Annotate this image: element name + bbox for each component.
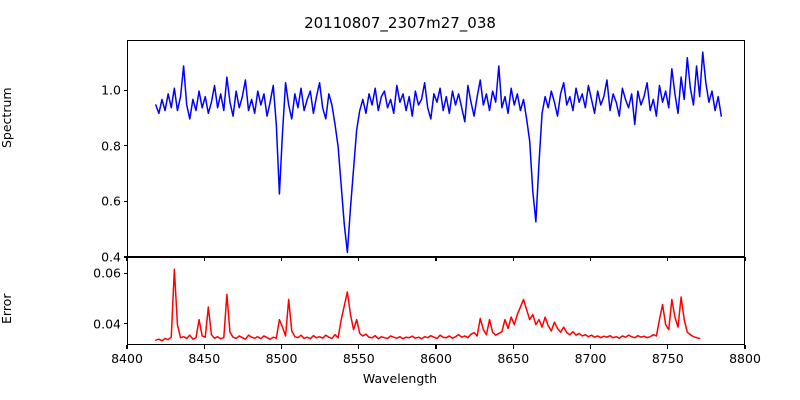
y-tick-label-spectrum: 1.0 (101, 82, 121, 98)
x-tick-label: 8550 (342, 351, 375, 366)
spectrum-plot-area (127, 40, 745, 257)
y-tick-mark-spectrum (123, 145, 127, 147)
y-tick-label-spectrum: 0.8 (101, 138, 121, 154)
x-tick-label: 8750 (651, 351, 684, 366)
x-tick-mark-spectrum (667, 257, 669, 261)
x-tick-mark-spectrum (512, 257, 514, 261)
x-tick-label: 8500 (265, 351, 298, 366)
x-tick-mark (667, 345, 669, 349)
x-tick-mark-spectrum (280, 257, 283, 261)
y-axis-label-spectrum: Spectrum (0, 87, 14, 148)
x-axis-label-wavelength: Wavelength (362, 371, 438, 386)
spectrum-line-series (155, 51, 723, 254)
x-tick-label: 8450 (188, 351, 221, 366)
x-tick-mark-spectrum (744, 257, 746, 261)
x-tick-mark-spectrum (126, 257, 128, 261)
y-tick-mark-error (123, 272, 127, 274)
y-tick-label-spectrum: 0.6 (101, 193, 121, 209)
x-tick-mark (126, 345, 128, 349)
y-tick-mark-spectrum (123, 89, 127, 91)
x-tick-mark-spectrum (203, 257, 205, 261)
x-tick-label: 8800 (729, 351, 761, 366)
y-tick-mark-error (123, 323, 127, 325)
y-tick-mark-spectrum (123, 256, 127, 258)
x-tick-mark (744, 345, 746, 349)
x-tick-label: 8650 (497, 351, 530, 366)
x-tick-mark (435, 345, 437, 349)
error-panel-path (155, 268, 701, 342)
page-title: 20110807_2307m27_038 (304, 14, 496, 32)
y-tick-label-error: 0.04 (93, 316, 121, 332)
error-plot-area (127, 257, 745, 345)
x-tick-label: 8600 (420, 351, 452, 366)
error-line-series (155, 268, 701, 342)
y-tick-label-error: 0.06 (93, 265, 121, 281)
x-tick-mark (589, 345, 592, 349)
y-tick-label-spectrum: 0.4 (101, 249, 121, 265)
x-tick-mark (280, 345, 283, 349)
x-tick-mark-spectrum (589, 257, 592, 261)
spectrum-panel-path (155, 51, 723, 254)
x-tick-label: 8400 (111, 351, 143, 366)
x-tick-mark-spectrum (358, 257, 360, 261)
y-tick-mark-spectrum (123, 200, 127, 202)
x-tick-mark-spectrum (435, 257, 437, 261)
x-tick-mark (358, 345, 360, 349)
x-tick-label: 8700 (574, 351, 607, 366)
x-tick-mark (512, 345, 514, 349)
y-axis-label-error: Error (0, 293, 14, 324)
x-tick-mark (203, 345, 205, 349)
